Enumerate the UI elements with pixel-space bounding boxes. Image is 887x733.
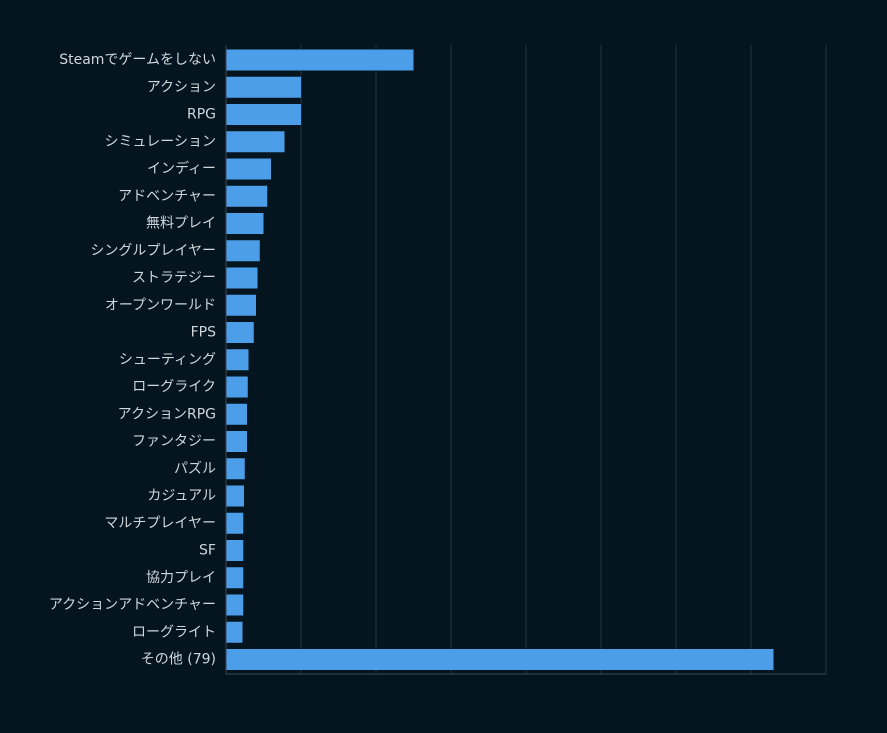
category-label: シューティング: [119, 352, 216, 368]
bar: [226, 349, 249, 371]
category-label: アクション: [147, 79, 216, 95]
bar: [226, 540, 244, 561]
bar: [226, 376, 248, 398]
bar: [226, 322, 254, 343]
category-label: アクションアドベンチャー: [49, 597, 216, 613]
category-label: FPS: [191, 325, 216, 341]
bar: [226, 431, 247, 452]
category-label: Steamでゲームをしない: [59, 52, 216, 68]
bars: [226, 49, 774, 670]
bar: [226, 76, 301, 98]
category-label: インディー: [147, 160, 216, 177]
category-label: 協力プレイ: [146, 570, 216, 586]
bar: [226, 567, 244, 589]
bar: [226, 512, 244, 534]
bar: [226, 485, 244, 507]
category-label: ローグライク: [132, 379, 216, 395]
category-label: ストラテジー: [132, 270, 216, 286]
category-label: カジュアル: [147, 488, 216, 504]
bar: [226, 185, 268, 207]
bar: [226, 267, 258, 289]
bar: [226, 158, 271, 180]
bar: [226, 240, 260, 262]
bar: [226, 649, 774, 670]
category-labels: SteamでゲームをしないアクションRPGシミュレーションインディーアドベンチャ…: [49, 52, 216, 668]
category-label: その他 (79): [141, 652, 216, 668]
category-label: オープンワールド: [105, 297, 216, 313]
bar: [226, 458, 245, 480]
bar: [226, 131, 285, 153]
category-label: マルチプレイヤー: [104, 515, 216, 531]
category-label: アクションRPG: [118, 406, 216, 422]
category-label: ローグライト: [132, 624, 216, 640]
bar: [226, 594, 244, 616]
category-label: アドベンチャー: [118, 188, 216, 204]
category-label: 無料プレイ: [146, 216, 216, 232]
bar: [226, 104, 301, 125]
category-label: シングルプレイヤー: [90, 243, 216, 259]
category-label: ファンタジー: [132, 434, 216, 450]
bar: [226, 49, 414, 71]
bar: [226, 213, 264, 234]
grid-lines: [300, 45, 827, 674]
category-label: RPG: [187, 107, 216, 123]
bar: [226, 621, 243, 643]
category-label: SF: [199, 543, 216, 559]
category-label: シミュレーション: [105, 134, 216, 150]
category-label: パズル: [174, 461, 216, 477]
bar: [226, 403, 247, 425]
bar: [226, 294, 256, 316]
